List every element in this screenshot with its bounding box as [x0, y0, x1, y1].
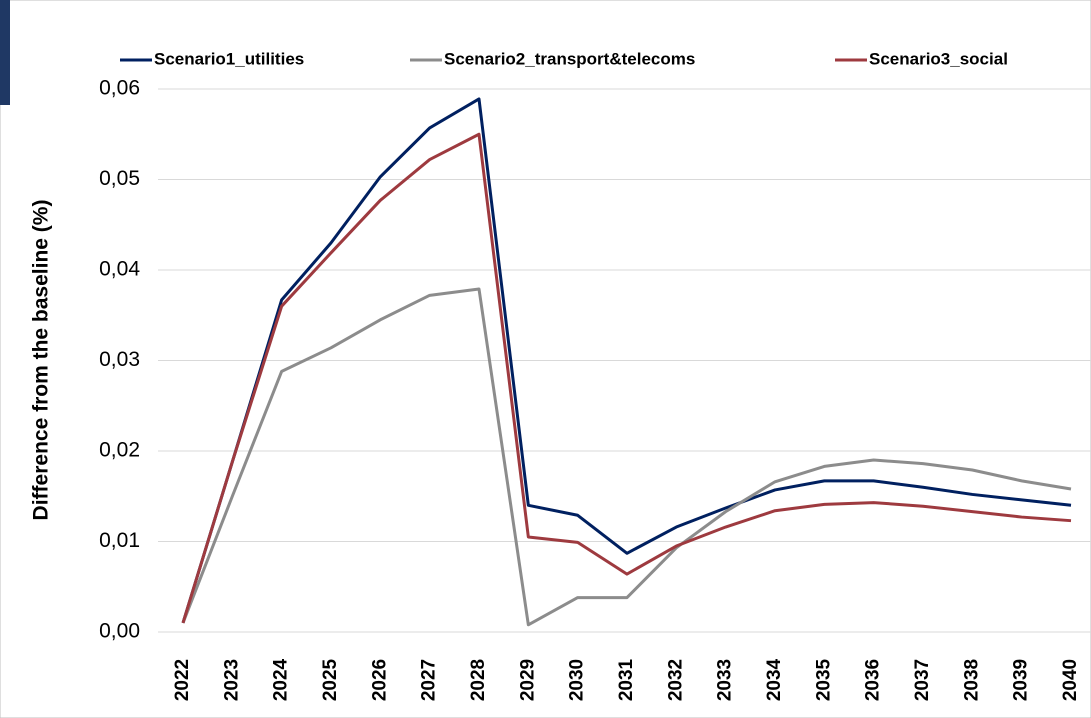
- series-line: [181, 287, 1072, 627]
- y-tick-label: 0,00: [99, 620, 140, 643]
- x-tick-label: 2035: [813, 658, 834, 701]
- y-tick-label: 0,01: [99, 529, 140, 552]
- y-tick-label: 0,06: [99, 77, 140, 100]
- x-tick-label: 2026: [369, 659, 390, 701]
- x-tick-label: 2029: [517, 659, 538, 701]
- x-tick-label: 2037: [912, 659, 933, 701]
- series-line: [181, 97, 1072, 624]
- x-tick-label: 2039: [1011, 659, 1032, 701]
- x-tick-label: 2028: [468, 659, 489, 701]
- x-tick-label: 2034: [764, 658, 785, 701]
- y-tick-label: 0,05: [99, 167, 140, 190]
- series-line: [181, 132, 1072, 624]
- x-tick-label: 2025: [320, 658, 341, 701]
- legend-label: Scenario2_transport&telecoms: [444, 49, 695, 68]
- y-tick-label: 0,02: [99, 439, 140, 462]
- x-tick-label: 2024: [271, 658, 292, 701]
- x-tick-label: 2027: [419, 659, 440, 701]
- x-tick-label: 2036: [863, 659, 884, 701]
- x-tick-label: 2032: [665, 659, 686, 701]
- legend-label: Scenario1_utilities: [154, 49, 304, 68]
- y-tick-label: 0,03: [99, 348, 140, 371]
- y-axis-label: Difference from the baseline (%): [30, 200, 53, 521]
- y-tick-label: 0,04: [99, 258, 140, 281]
- x-tick-label: 2031: [616, 658, 637, 701]
- x-tick-label: 2030: [567, 659, 588, 701]
- legend-label: Scenario3_social: [869, 49, 1008, 68]
- x-tick-label: 2023: [221, 659, 242, 701]
- x-tick-label: 2033: [715, 659, 736, 701]
- x-tick-label: 2040: [1060, 659, 1081, 701]
- x-tick-label: 2022: [172, 659, 193, 701]
- x-tick-label: 2038: [961, 659, 982, 701]
- side-strip: [0, 0, 10, 105]
